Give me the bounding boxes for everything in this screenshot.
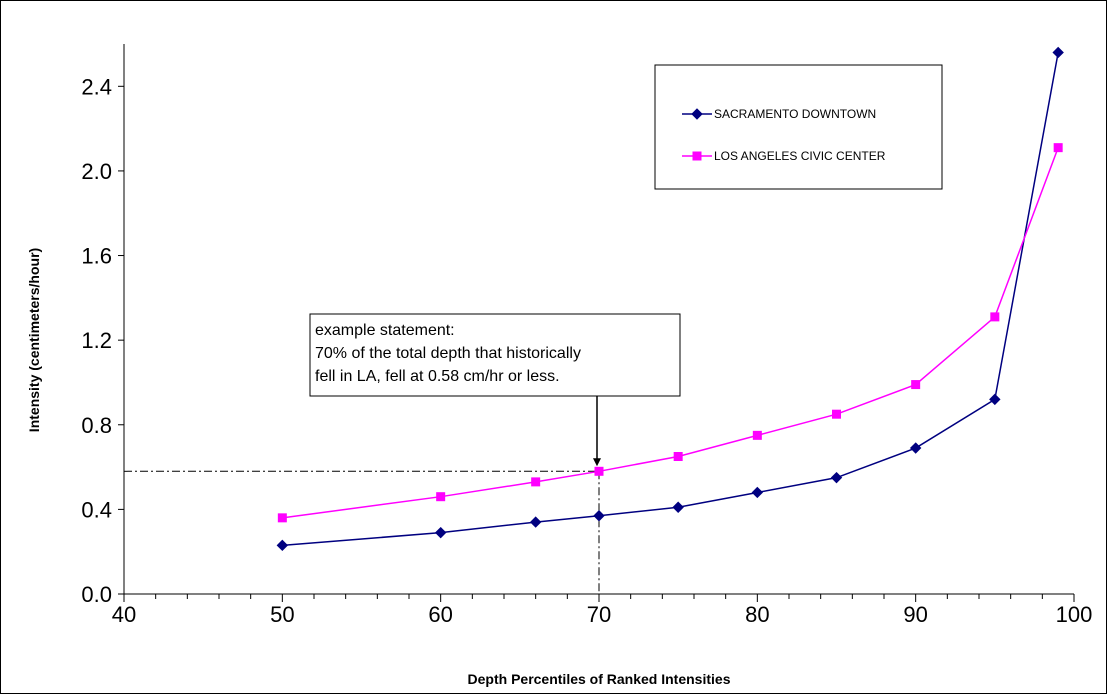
y-tick-label: 0.0 [81,582,112,607]
data-point [1052,46,1064,59]
y-tick-label: 1.6 [81,244,112,269]
y-axis-title: Intensity (centimeters/hour) [26,248,42,432]
legend-label: SACRAMENTO DOWNTOWN [714,107,876,121]
legend-box [654,64,943,190]
data-point [672,501,684,513]
annotation-arrowhead [593,458,601,467]
data-point [990,312,1000,322]
series-line-los-angeles [282,147,1059,519]
data-point [529,516,542,528]
data-point [911,380,921,390]
x-axis-title: Depth Percentiles of Ranked Intensities [468,671,731,687]
annotation-box [309,313,681,397]
data-point [692,151,702,161]
data-point [751,486,764,499]
data-point [594,466,604,476]
annotation-line: fell in LA, fell at 0.58 cm/hr or less. [315,368,560,385]
data-point [277,513,287,523]
legend-label: LOS ANGELES CIVIC CENTER [714,149,886,163]
x-tick-label: 90 [903,602,927,627]
data-point [531,477,541,487]
data-point [752,430,762,440]
data-point [830,471,843,484]
data-point [909,442,922,454]
y-tick-label: 2.4 [81,74,112,99]
series-line-sacramento [282,52,1059,547]
x-tick-label: 100 [1056,602,1093,627]
x-tick-label: 40 [112,602,136,627]
annotation-line: example statement: [315,322,455,339]
x-tick-label: 80 [745,602,769,627]
data-point [832,409,841,419]
annotation-line: 70% of the total depth that historically [315,345,581,362]
data-point [691,108,703,120]
data-point [276,539,289,552]
data-point [434,526,447,539]
y-tick-label: 1.2 [81,328,112,353]
data-point [436,492,446,502]
y-tick-label: 2.0 [81,159,112,184]
y-tick-label: 0.4 [81,497,112,522]
x-tick-label: 70 [587,602,611,627]
x-tick-label: 50 [270,602,294,627]
y-tick-label: 0.8 [81,413,112,438]
data-point [1053,143,1063,153]
data-point [989,393,1001,406]
data-point [593,510,605,522]
x-tick-label: 60 [428,602,452,627]
data-point [673,452,683,461]
